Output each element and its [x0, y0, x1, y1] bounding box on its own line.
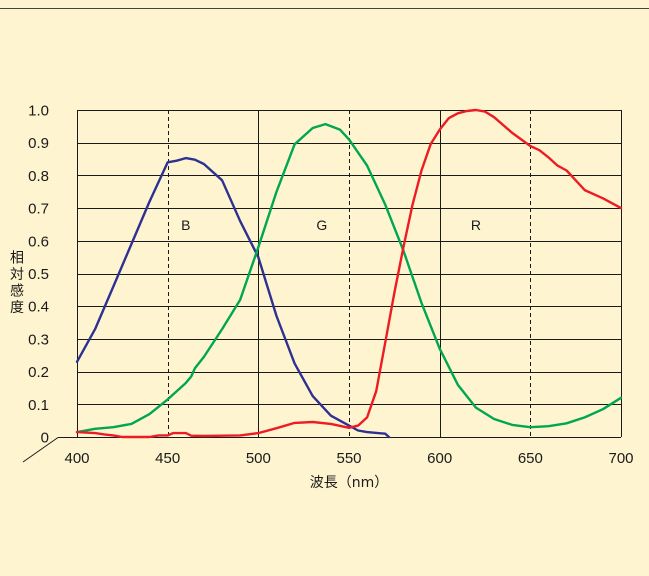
- y-axis-title: 相対感度: [8, 250, 24, 316]
- x-axis-title: 波長（nm）: [310, 475, 389, 491]
- series-label-R: R: [471, 217, 481, 233]
- y-tick-label: 0.1: [28, 397, 49, 414]
- grid-layer: [77, 110, 621, 437]
- y-tick-label: 0.3: [28, 331, 49, 348]
- x-tick-label: 400: [64, 450, 89, 467]
- y-tick-label: 0.6: [28, 233, 49, 250]
- axis-layer: 0 0.1 0.2 0.3 0.4 0.5 0.6 0.7 0.8 0.9 1.0 400 450 500…: [22, 103, 634, 467]
- axis-break-mark: [22, 437, 59, 463]
- series-label-B: B: [181, 217, 190, 233]
- x-tick-label: 700: [608, 450, 633, 467]
- y-tick-label: 0.8: [28, 168, 49, 185]
- series-line-R: [75, 108, 623, 439]
- series-line-B: [75, 156, 391, 439]
- y-tick-label: 0.9: [28, 135, 49, 152]
- series-layer: [75, 108, 623, 439]
- series-line-G: [75, 122, 623, 434]
- y-tick-label: 0.2: [28, 364, 49, 381]
- y-tick-label: 0: [41, 430, 49, 447]
- series-label-G: G: [316, 217, 327, 233]
- y-tick-label: 1.0: [28, 103, 49, 120]
- x-tick-label: 500: [246, 450, 271, 467]
- x-tick-label: 600: [427, 450, 452, 467]
- y-tick-label: 0.5: [28, 266, 49, 283]
- x-tick-label: 450: [155, 450, 180, 467]
- x-tick-label: 650: [518, 450, 543, 467]
- x-tick-label: 550: [336, 450, 361, 467]
- y-tick-label: 0.7: [28, 201, 49, 218]
- y-tick-label: 0.4: [28, 299, 49, 316]
